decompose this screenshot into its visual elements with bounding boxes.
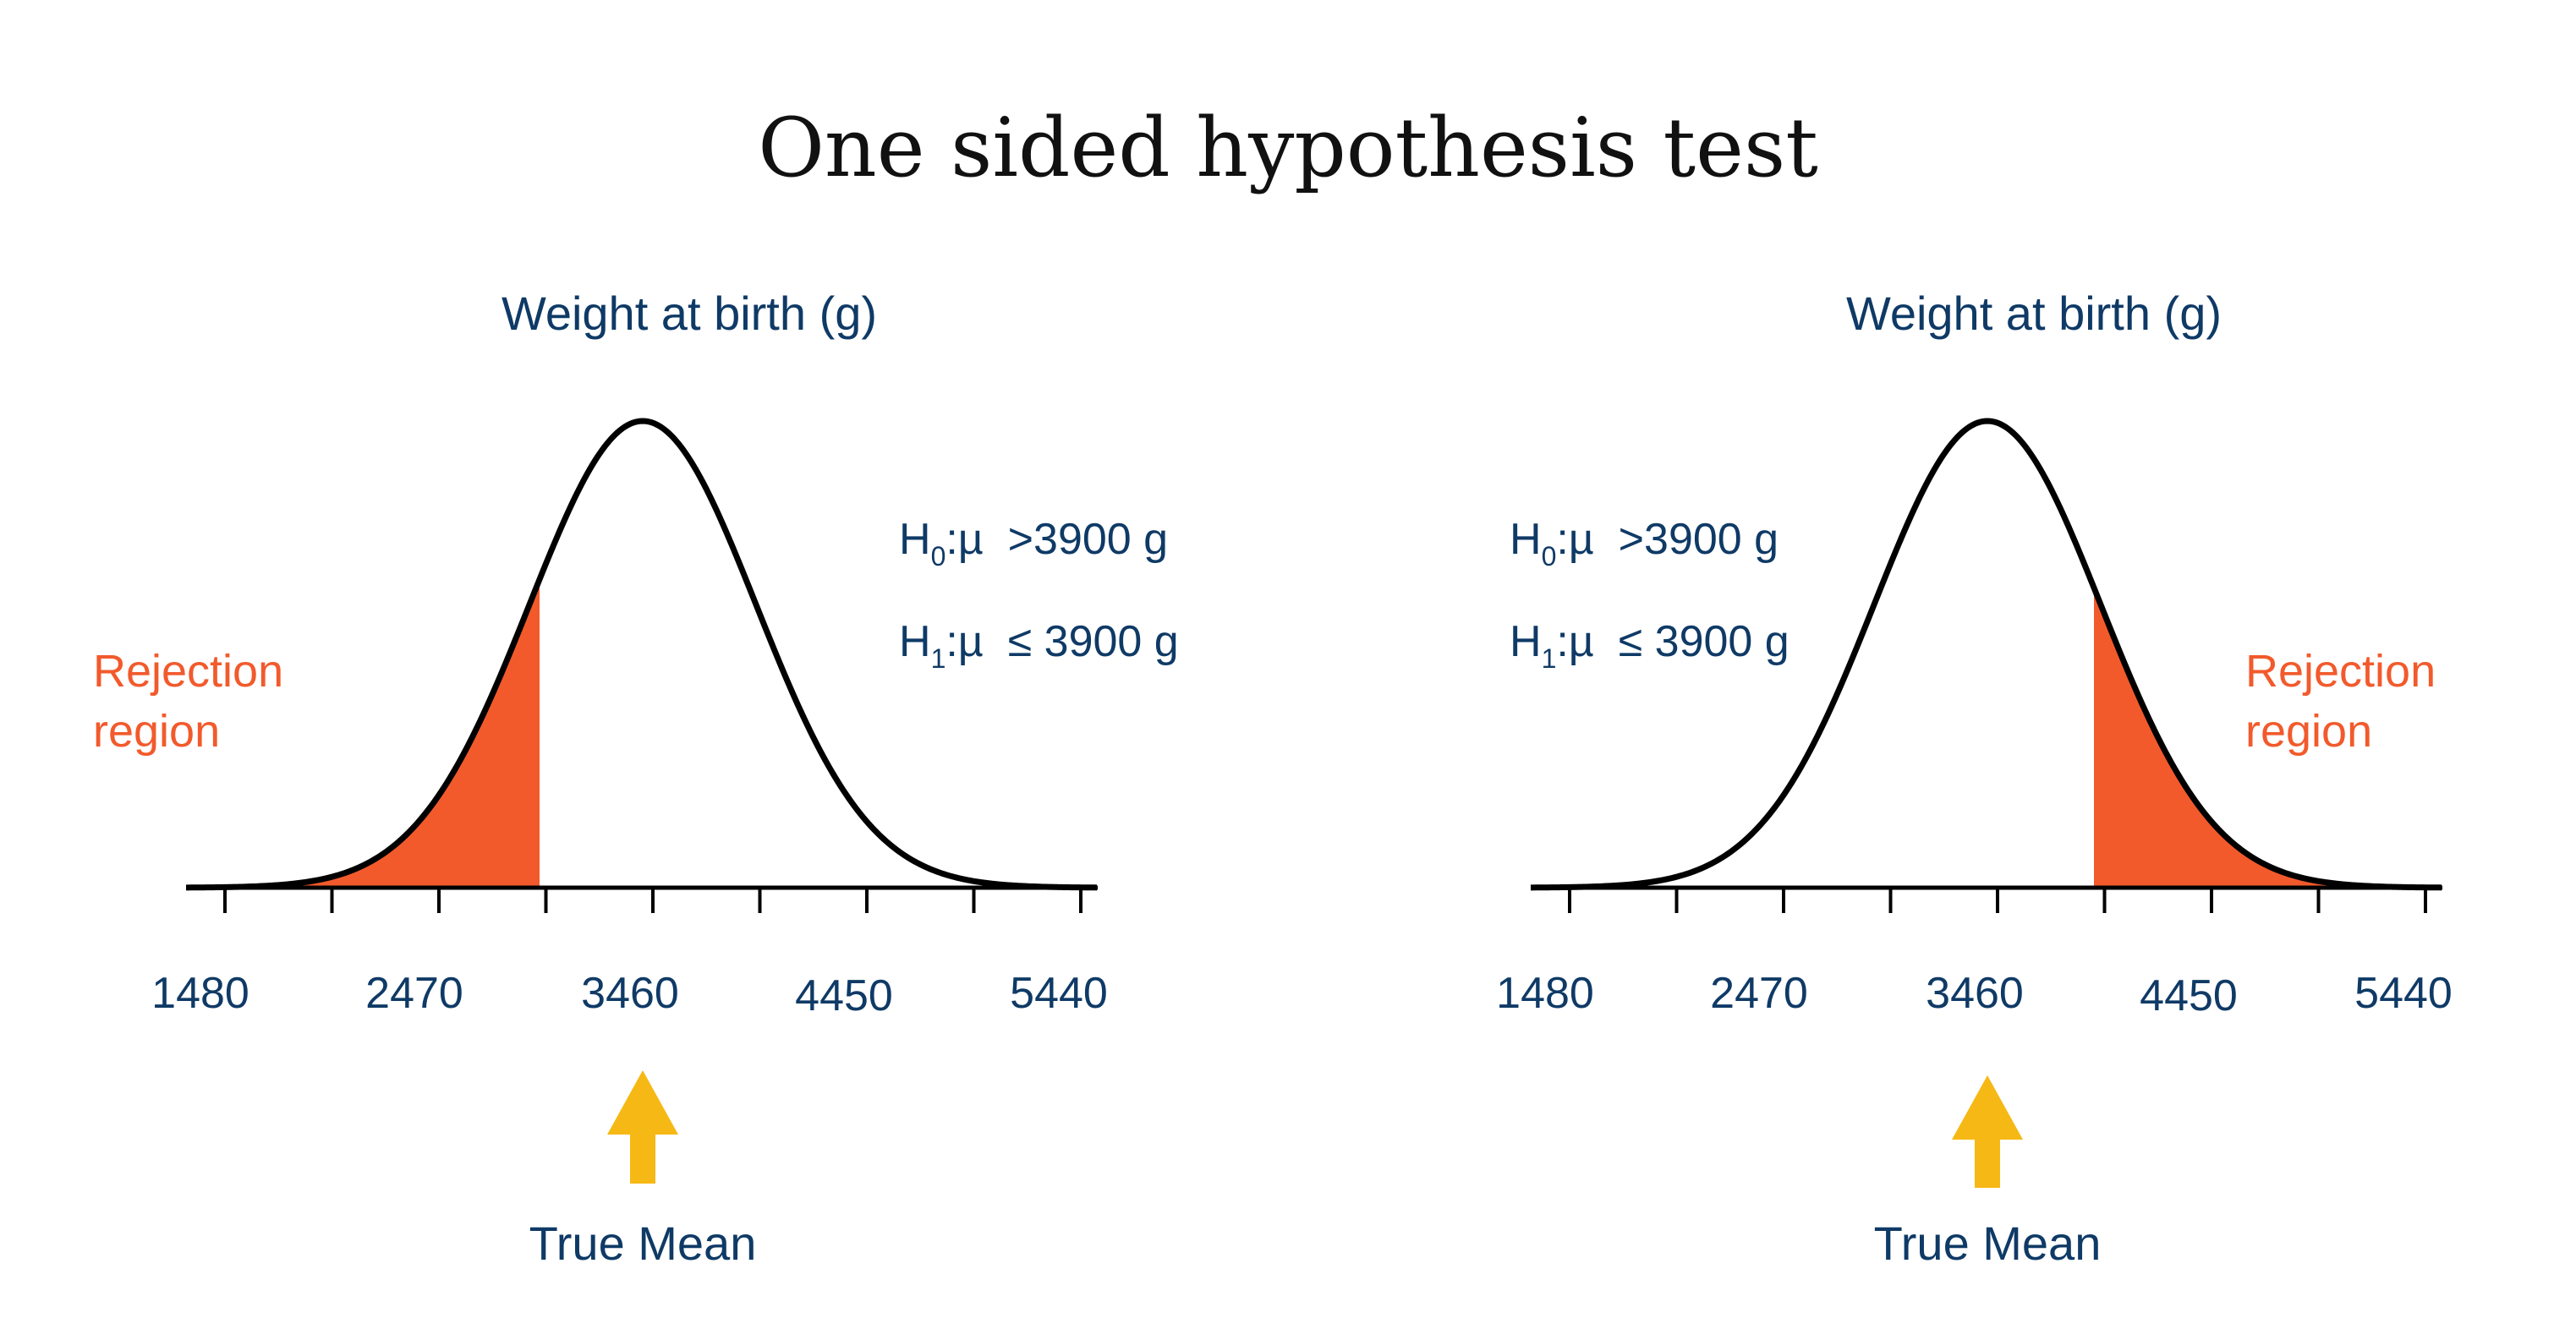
x-tick-label: 4450 <box>2140 971 2238 1020</box>
rejection-region-fill <box>2094 588 2409 888</box>
rejection-region-label: Rejection region <box>93 646 296 757</box>
hyp-symbol: H <box>1510 515 1542 564</box>
panel-heading: Weight at birth (g) <box>501 287 877 340</box>
figure-title: One sided hypothesis test <box>758 101 1818 195</box>
rejection-label-line-1: Rejection <box>93 646 283 697</box>
hyp-subscript: 0 <box>931 541 946 571</box>
rejection-region-label: Rejection region <box>2245 646 2448 757</box>
x-tick-label: 5440 <box>1010 969 1108 1018</box>
panel-heading: Weight at birth (g) <box>1846 287 2222 340</box>
rejection-region-fill <box>220 579 540 888</box>
x-tick-label: 3460 <box>1926 969 2024 1018</box>
hypotheses: H0:µ >3900 g H1:µ ≤ 3900 g <box>1510 515 1789 674</box>
distribution-curve <box>1530 418 2442 891</box>
distribution-curve <box>185 418 1098 891</box>
arrow-up-icon <box>607 1070 678 1184</box>
x-tick-label: 5440 <box>2354 969 2453 1018</box>
panel-right: Weight at birth (g) 1480 2470 3460 4450 5440… <box>1496 287 2453 1270</box>
x-axis-tick-labels: 1480 2470 3460 4450 5440 <box>1496 969 2453 1020</box>
x-axis-tick-labels: 1480 2470 3460 4450 5440 <box>151 969 1108 1020</box>
x-tick-label: 1480 <box>151 969 249 1018</box>
hyp-rest: :µ >3900 g <box>1556 515 1779 564</box>
x-tick-label: 2470 <box>365 969 463 1018</box>
true-mean-label: True Mean <box>1874 1217 2102 1270</box>
null-hypothesis: H0:µ >3900 g <box>1510 515 1779 571</box>
rejection-label-line-2: region <box>93 706 220 757</box>
x-axis-ticks <box>1568 888 2427 913</box>
hyp-subscript: 1 <box>931 643 946 674</box>
hyp-rest: :µ ≤ 3900 g <box>1556 617 1789 666</box>
hyp-rest: :µ ≤ 3900 g <box>945 617 1178 666</box>
alternative-hypothesis: H1:µ ≤ 3900 g <box>1510 617 1789 674</box>
rejection-label-line-1: Rejection <box>2245 646 2436 697</box>
hyp-subscript: 1 <box>1542 643 1557 674</box>
hyp-rest: :µ >3900 g <box>945 515 1168 564</box>
hyp-subscript: 0 <box>1542 541 1557 571</box>
hypotheses: H0:µ >3900 g H1:µ ≤ 3900 g <box>899 515 1179 674</box>
x-tick-label: 4450 <box>795 971 893 1020</box>
x-tick-label: 3460 <box>581 969 679 1018</box>
x-axis-ticks <box>223 888 1082 913</box>
null-hypothesis: H0:µ >3900 g <box>899 515 1168 571</box>
panel-left: Weight at birth (g) 1480 2470 3460 4450 5440… <box>93 287 1179 1270</box>
true-mean-label: True Mean <box>529 1217 757 1270</box>
hyp-symbol: H <box>899 617 931 666</box>
rejection-label-line-2: region <box>2245 706 2372 757</box>
x-tick-label: 1480 <box>1496 969 1594 1018</box>
hyp-symbol: H <box>1510 617 1542 666</box>
alternative-hypothesis: H1:µ ≤ 3900 g <box>899 617 1179 674</box>
x-tick-label: 2470 <box>1710 969 1808 1018</box>
hyp-symbol: H <box>899 515 931 564</box>
arrow-up-icon <box>1952 1075 2023 1188</box>
